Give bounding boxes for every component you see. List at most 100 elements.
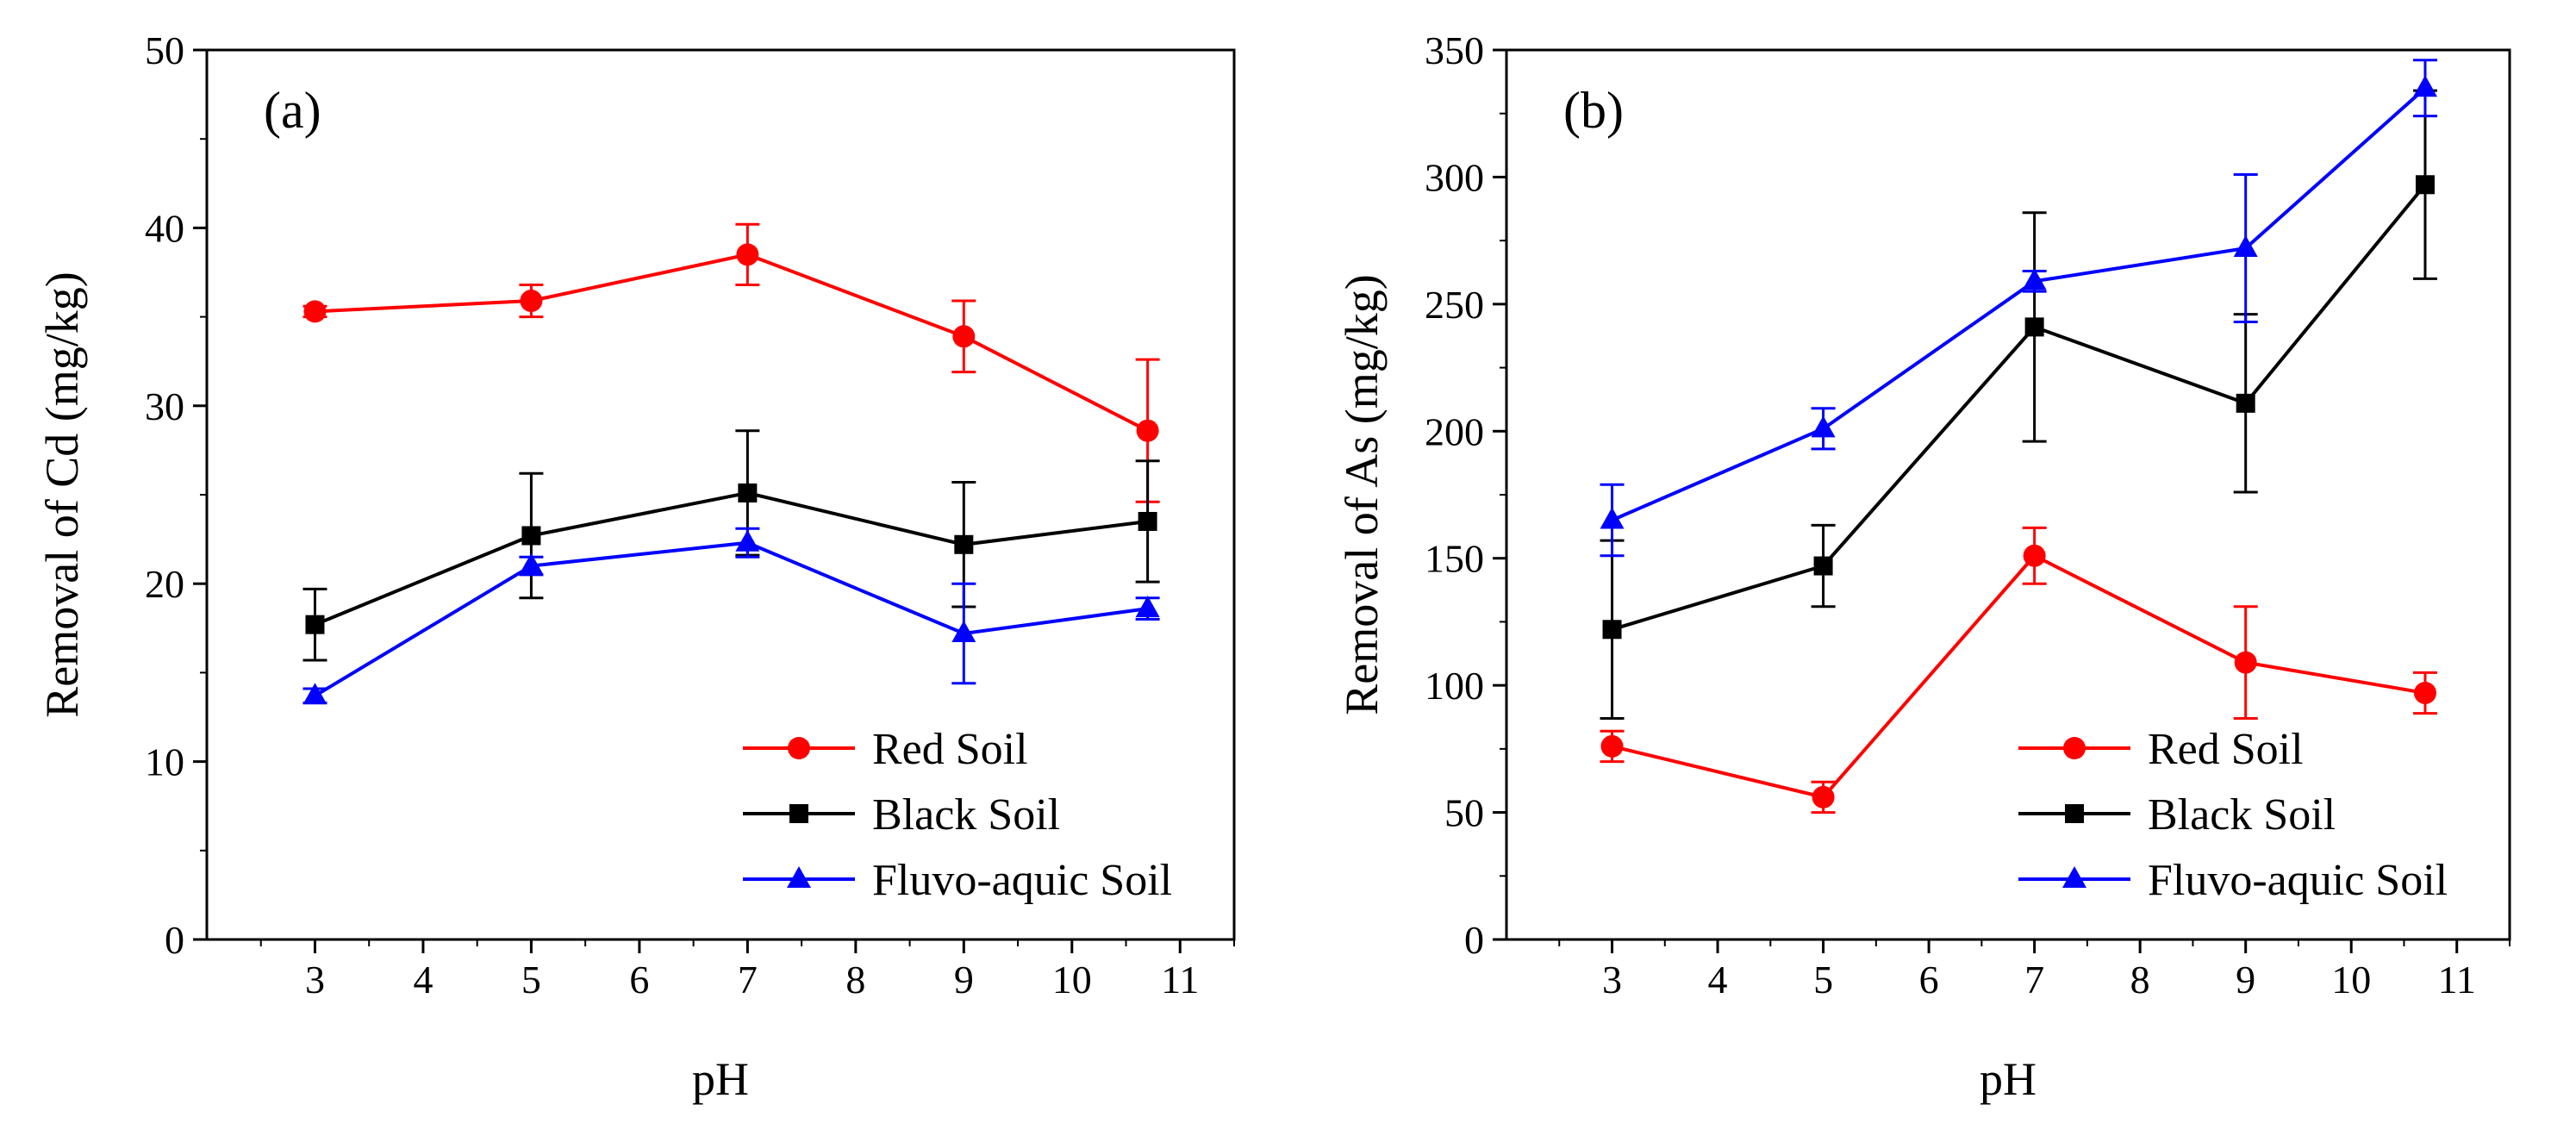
x-tick-label: 10: [2331, 958, 2371, 1002]
x-axis-title: pH: [692, 1053, 749, 1105]
legend-marker: [788, 737, 810, 759]
data-point: [1600, 734, 1624, 758]
legend-item: Fluvo-aquic Soil: [2018, 856, 2448, 905]
series-black-soil: [303, 429, 1160, 662]
legend-item: Red Soil: [743, 725, 1028, 774]
y-tick-label: 250: [1425, 283, 1484, 327]
legend-marker: [2063, 737, 2086, 759]
legend-label: Fluvo-aquic Soil: [2148, 856, 2448, 905]
series-line: [314, 540, 1148, 697]
legend-item: Black Soil: [2018, 790, 2336, 840]
legend-label: Red Soil: [2148, 725, 2304, 774]
legend-item: Black Soil: [743, 790, 1060, 840]
legend-marker: [787, 866, 811, 888]
series-black-soil: [1600, 89, 2437, 720]
x-tick-label: 10: [1052, 958, 1092, 1002]
legend-label: Fluvo-aquic Soil: [872, 856, 1172, 905]
y-tick-label: 100: [1425, 664, 1484, 708]
data-point: [1811, 415, 1836, 438]
x-tick-label: 8: [2130, 958, 2150, 1002]
data-point: [1602, 620, 1622, 640]
y-tick-label: 200: [1425, 409, 1484, 453]
data-point: [735, 529, 760, 552]
x-tick-label: 6: [1919, 958, 1939, 1002]
x-tick-label: 7: [738, 958, 758, 1002]
data-point: [305, 615, 325, 634]
x-tick-label: 3: [305, 958, 325, 1002]
series-red-soil: [303, 222, 1160, 503]
legend-label: Red Soil: [872, 725, 1028, 774]
y-tick-label: 40: [145, 206, 184, 250]
legend-marker: [2062, 866, 2086, 888]
data-point: [738, 483, 758, 502]
series-line: [1611, 86, 2427, 522]
x-tick-label: 3: [1602, 958, 1622, 1002]
chart-panel-a: 3 4 5 6 7 8 9 10 11 0 10 20 30 40 50 pH Removal of Cd (m…: [36, 28, 1236, 1105]
data-point: [303, 300, 327, 323]
data-point: [1812, 785, 1835, 808]
x-tick-label: 5: [1813, 958, 1833, 1002]
plot-frame: [1505, 48, 2511, 941]
y-tick-label: 20: [145, 562, 184, 606]
y-tick-label: 10: [145, 740, 184, 784]
chart-panel-b: 3 4 5 6 7 8 9 10 11 0 50 100 150 200 250 300 350 pH Remova…: [1336, 28, 2511, 1105]
data-point: [2022, 268, 2047, 290]
legend-marker: [2065, 804, 2084, 823]
data-point: [520, 290, 543, 313]
data-point: [1813, 556, 1833, 576]
series-line: [314, 490, 1148, 627]
data-point: [521, 526, 541, 546]
panel-label: (a): [264, 82, 321, 139]
y-axis-title: Removal of As (mg/kg): [1336, 274, 1388, 715]
y-tick-label: 50: [145, 28, 184, 72]
legend-label: Black Soil: [2148, 790, 2336, 840]
data-point: [1600, 507, 1625, 529]
series-red-soil: [1600, 526, 2437, 815]
x-tick-label: 9: [954, 958, 974, 1002]
x-tick-label: 8: [845, 958, 865, 1002]
y-tick-label: 30: [145, 384, 184, 428]
x-tick-label: 5: [521, 958, 541, 1002]
y-tick-label: 0: [1464, 918, 1484, 962]
x-tick-label: 11: [1161, 958, 1199, 1002]
series-fluvo-aquic-soil: [303, 527, 1160, 705]
x-tick-label: 4: [413, 958, 433, 1002]
data-point: [303, 683, 327, 705]
data-point: [2412, 75, 2437, 97]
x-tick-label: 4: [1708, 958, 1728, 1002]
y-tick-label: 0: [165, 918, 184, 962]
data-point: [952, 325, 976, 348]
data-point: [736, 243, 759, 266]
y-tick-label: 50: [1444, 791, 1484, 835]
data-point: [2024, 317, 2044, 337]
x-axis-title: pH: [1980, 1053, 2036, 1105]
legend-label: Black Soil: [872, 790, 1060, 840]
data-point: [1136, 419, 1159, 442]
x-tick-label: 7: [2024, 958, 2044, 1002]
y-tick-label: 350: [1425, 28, 1484, 72]
data-point: [2023, 544, 2046, 567]
data-point: [2413, 681, 2436, 704]
x-tick-label: 11: [2438, 958, 2476, 1002]
legend-marker: [789, 804, 808, 823]
data-point: [1135, 596, 1160, 618]
series-line: [315, 253, 1149, 433]
x-tick-label: 9: [2236, 958, 2255, 1002]
data-point: [2415, 175, 2435, 195]
data-point: [1138, 511, 1157, 531]
data-point: [2233, 234, 2258, 257]
data-point: [954, 534, 974, 554]
panel-label: (b): [1563, 82, 1624, 139]
legend-item: Fluvo-aquic Soil: [743, 856, 1172, 905]
data-point: [951, 620, 976, 642]
y-tick-label: 150: [1425, 537, 1484, 581]
x-tick-label: 6: [629, 958, 649, 1002]
legend-item: Red Soil: [2018, 725, 2304, 774]
data-point: [519, 552, 544, 575]
y-tick-label: 300: [1425, 155, 1484, 199]
series-line: [1611, 184, 2427, 632]
y-axis-title: Removal of Cd (mg/kg): [36, 272, 88, 717]
series-fluvo-aquic-soil: [1600, 59, 2437, 558]
plot-frame: [205, 48, 1236, 941]
